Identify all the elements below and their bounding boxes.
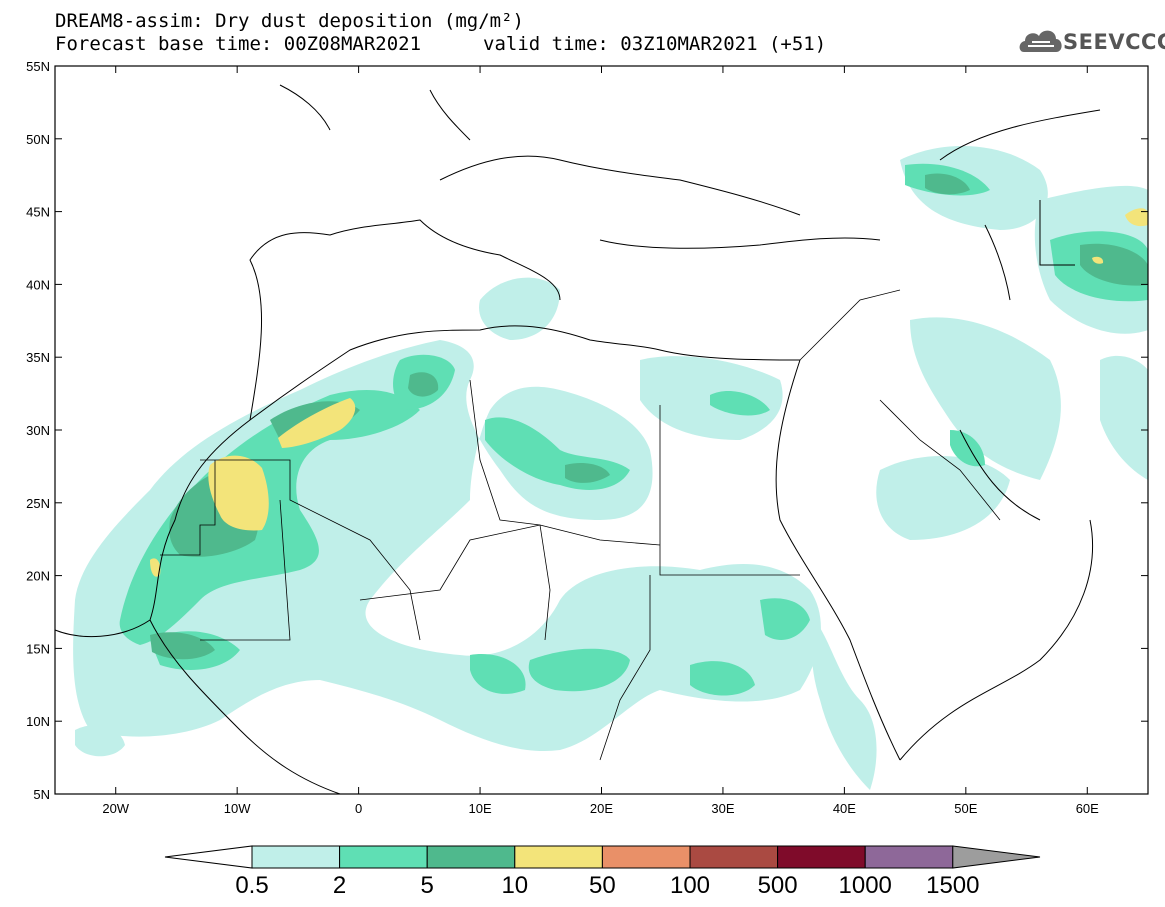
- lon-tick-label: 60E: [1076, 801, 1099, 816]
- colorbar-box: [426, 845, 516, 869]
- lon-tick-label: 0: [355, 801, 362, 816]
- colorbar-arrow-left: [164, 845, 253, 869]
- lat-tick-label: 35N: [26, 350, 50, 365]
- lon-tick-label: 40E: [833, 801, 856, 816]
- longitude-ticks: 20W 10W 0 10E 20E 30E 40E 50E 60E: [102, 66, 1099, 816]
- forecast-base-time: Forecast base time: 00Z08MAR2021: [55, 33, 422, 55]
- colorbar-label: 1500: [926, 872, 979, 899]
- lat-tick-label: 10N: [26, 714, 50, 729]
- lon-tick-label: 20W: [102, 801, 129, 816]
- colorbar-label: 100: [670, 872, 710, 899]
- dust-deposition-fields: [73, 146, 1148, 790]
- colorbar-boxes: [164, 845, 1041, 869]
- colorbar-label: 10: [501, 872, 528, 899]
- map-title: DREAM8-assim: Dry dust deposition (mg/m²…: [55, 10, 524, 32]
- lon-tick-label: 10E: [468, 801, 491, 816]
- logo-text: SEEVCCC: [1063, 30, 1165, 54]
- colorbar-label: 2: [333, 872, 346, 899]
- colorbar-box: [251, 845, 341, 869]
- colorbar-label: 500: [758, 872, 798, 899]
- lat-tick-label: 30N: [26, 423, 50, 438]
- colorbar-box: [601, 845, 691, 869]
- lon-tick-label: 30E: [711, 801, 734, 816]
- country-borders: [160, 289, 1001, 761]
- level-10-regions: [150, 208, 1148, 577]
- colorbar-box: [689, 845, 779, 869]
- lat-tick-label: 45N: [26, 205, 50, 220]
- lat-tick-label: 25N: [26, 496, 50, 511]
- coastlines: [54, 84, 1101, 795]
- lat-tick-label: 50N: [26, 132, 50, 147]
- cloud-logo-icon: [1019, 30, 1062, 52]
- colorbar-box: [339, 845, 428, 869]
- lon-tick-label: 50E: [954, 801, 977, 816]
- colorbar-label: 1000: [839, 872, 892, 899]
- colorbar-label: 5: [421, 872, 434, 899]
- lat-tick-label: 20N: [26, 569, 50, 584]
- lat-tick-label: 15N: [26, 641, 50, 656]
- colorbar-box: [864, 845, 954, 869]
- colorbar-label: 0.5: [235, 872, 268, 899]
- lat-tick-label: 5N: [33, 787, 50, 802]
- lon-tick-label: 10W: [224, 801, 251, 816]
- lat-tick-label: 55N: [26, 59, 50, 74]
- colorbar-arrow-right: [952, 845, 1041, 869]
- lon-tick-label: 20E: [590, 801, 613, 816]
- latitude-ticks: 55N 50N 45N 40N 35N 30N 25N 20N 15N 10N 5N: [26, 59, 1148, 802]
- colorbar-labels: 0.5 2 5 10 50 100 500 1000 1500: [235, 872, 979, 899]
- colorbar-box: [777, 845, 866, 869]
- colorbar-box: [514, 845, 603, 869]
- lat-tick-label: 40N: [26, 277, 50, 292]
- colorbar-label: 50: [589, 872, 616, 899]
- valid-time: valid time: 03Z10MAR2021 (+51): [483, 33, 827, 55]
